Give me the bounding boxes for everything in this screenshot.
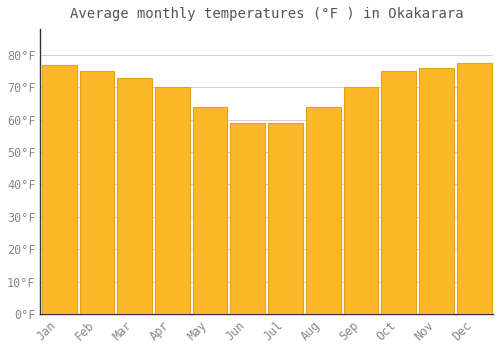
- Bar: [268, 123, 303, 314]
- Bar: [344, 87, 378, 314]
- Bar: [118, 78, 152, 314]
- Bar: [192, 107, 228, 314]
- Bar: [80, 71, 114, 314]
- Bar: [382, 71, 416, 314]
- Bar: [155, 87, 190, 314]
- Title: Average monthly temperatures (°F ) in Okakarara: Average monthly temperatures (°F ) in Ok…: [70, 7, 464, 21]
- Bar: [419, 68, 454, 314]
- Bar: [230, 123, 265, 314]
- Bar: [457, 63, 492, 314]
- Bar: [42, 65, 76, 314]
- Bar: [306, 107, 340, 314]
